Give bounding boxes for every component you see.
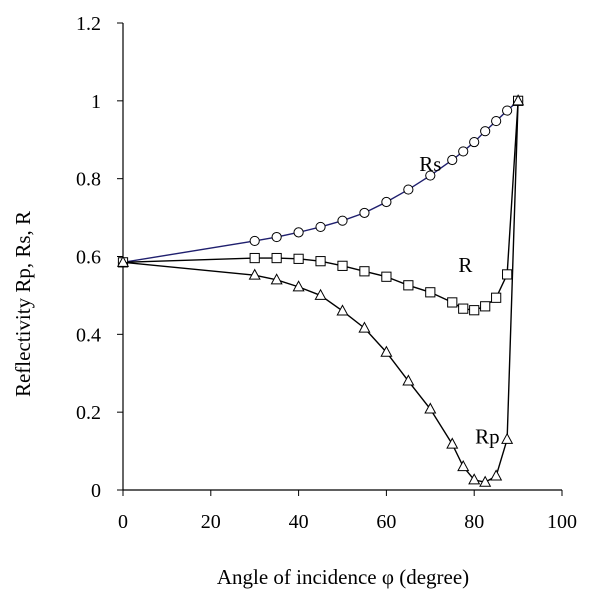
data-point-rs — [294, 228, 303, 237]
data-point-rp — [502, 434, 512, 444]
data-point-r — [470, 306, 479, 315]
x-axis-title: Angle of incidence φ (degree) — [217, 565, 469, 589]
data-point-r — [316, 257, 325, 266]
data-point-rp — [458, 461, 468, 471]
data-point-rs — [448, 155, 457, 164]
data-point-r — [250, 253, 259, 262]
data-point-rs — [382, 197, 391, 206]
data-point-rs — [470, 137, 479, 146]
data-point-rs — [250, 236, 259, 245]
series-label-rp: Rp — [475, 424, 500, 448]
data-point-rs — [360, 208, 369, 217]
data-point-r — [382, 272, 391, 281]
data-point-rs — [272, 232, 281, 241]
y-tick-label: 0.6 — [76, 247, 101, 269]
series-label-r: R — [458, 253, 472, 277]
data-point-rs — [492, 116, 501, 125]
x-tick-label: 0 — [118, 511, 128, 533]
data-point-r — [338, 261, 347, 270]
data-point-rs — [481, 127, 490, 136]
y-tick-label: 0 — [91, 480, 101, 502]
data-point-r — [404, 281, 413, 290]
data-point-rs — [503, 106, 512, 115]
data-point-r — [481, 302, 490, 311]
x-tick-label: 20 — [201, 511, 221, 533]
data-point-rs — [338, 216, 347, 225]
data-point-r — [272, 253, 281, 262]
data-point-rp — [359, 323, 369, 333]
series-group — [118, 95, 524, 486]
y-tick-label: 0.4 — [76, 324, 101, 346]
y-axis-title: Reflectivity Rp, Rs, R — [11, 211, 35, 397]
data-point-rp — [337, 305, 347, 315]
data-point-rs — [316, 222, 325, 231]
series-rs — [118, 96, 522, 267]
data-point-r — [294, 254, 303, 263]
y-tick-label: 0.8 — [76, 169, 101, 191]
series-line-r — [123, 101, 518, 310]
x-tick-label: 60 — [376, 511, 396, 533]
y-tick-label: 0.2 — [76, 402, 101, 424]
data-point-rp — [447, 438, 457, 448]
data-point-r — [459, 304, 468, 313]
data-point-r — [426, 288, 435, 297]
series-line-rs — [123, 101, 518, 263]
x-tick-label: 40 — [289, 511, 309, 533]
data-point-r — [492, 293, 501, 302]
data-point-rs — [404, 185, 413, 194]
labels-group: Rs R Rp — [419, 152, 499, 448]
series-r — [118, 96, 522, 315]
x-tick-label: 80 — [464, 511, 484, 533]
y-tick-label: 1.2 — [76, 13, 101, 35]
x-tick-label: 100 — [547, 511, 577, 533]
data-point-rs — [459, 147, 468, 156]
data-point-r — [503, 270, 512, 279]
series-label-rs: Rs — [419, 152, 441, 176]
data-point-rp — [491, 470, 501, 480]
data-point-r — [448, 298, 457, 307]
y-tick-label: 1 — [91, 91, 101, 113]
data-point-r — [360, 267, 369, 276]
